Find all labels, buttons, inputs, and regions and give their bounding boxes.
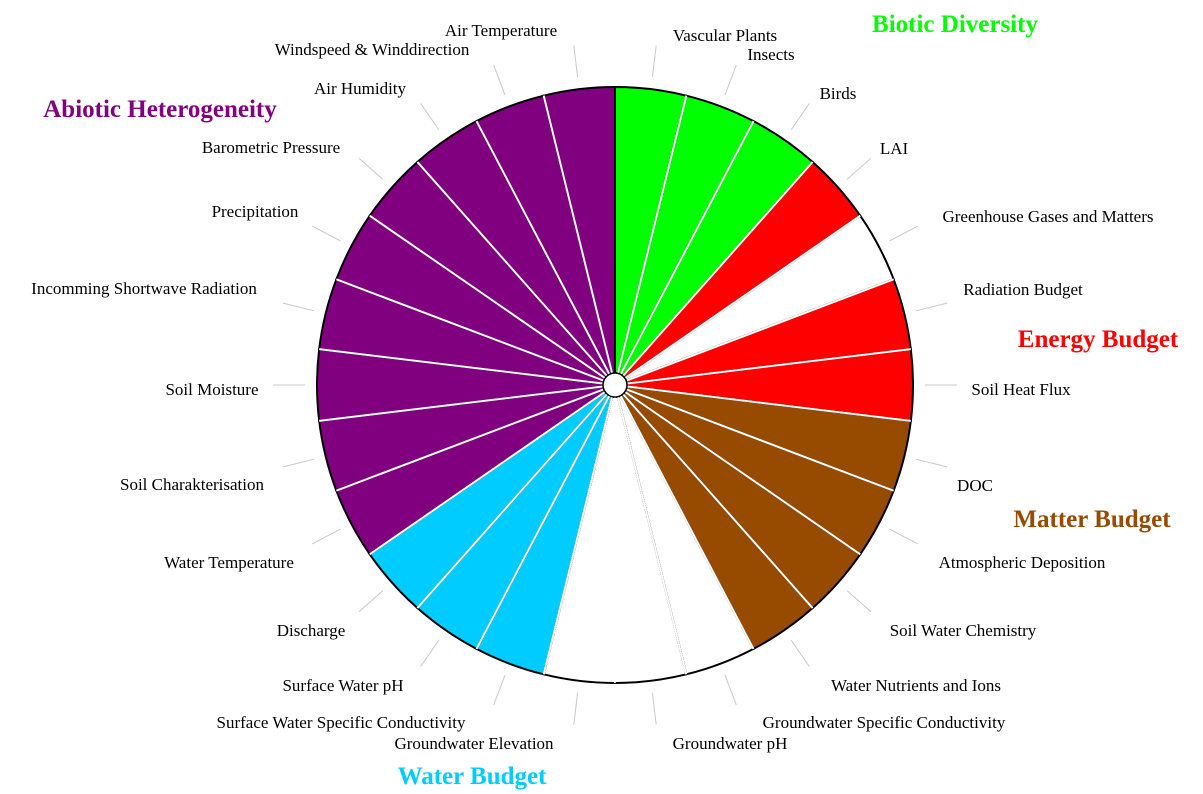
leader-line-precipitation (311, 225, 341, 242)
leader-line-air-temperature (573, 45, 579, 78)
slice-label-doc: DOC (957, 476, 993, 495)
leader-line-incomming-shortwave-radiation (282, 302, 315, 312)
leader-line-discharge (358, 590, 384, 613)
leader-line-insects (724, 65, 737, 96)
slice-separator (622, 161, 814, 377)
slice-label-air-temperature: Air Temperature (445, 21, 557, 40)
slice-separator (336, 278, 605, 382)
slice-label-incomming-shortwave-radiation: Incomming Shortwave Radiation (31, 279, 257, 298)
slice-separator (616, 396, 688, 675)
slice-label-soil-heat-flux: Soil Heat Flux (971, 380, 1071, 399)
slice-label-groundwater-specific-conductivity: Groundwater Specific Conductivity (763, 713, 1006, 732)
slice-label-water-temperature: Water Temperature (164, 553, 294, 572)
slice-label-groundwater-elevation: Groundwater Elevation (394, 734, 554, 753)
label-leader-lines (273, 45, 957, 725)
leader-line-windspeed-and-winddirection (493, 65, 506, 96)
leader-line-surface-water-specific-conductivity (493, 674, 506, 705)
slice-separator (369, 214, 606, 380)
slice-label-surface-water-specific-conductivity: Surface Water Specific Conductivity (217, 713, 466, 732)
slice-separator (336, 388, 605, 492)
leader-line-water-nutrients-and-ions (790, 639, 810, 667)
slice-label-atmospheric-deposition: Atmospheric Deposition (939, 553, 1106, 572)
group-label-water-budget: Water Budget (398, 763, 548, 790)
leader-line-surface-water-ph (420, 639, 440, 667)
leader-line-greenhouse-gases-and-matters (889, 225, 919, 242)
slice-separator (619, 120, 755, 375)
slice-separator (624, 214, 861, 380)
slice-separator (624, 390, 861, 556)
group-label-energy-budget: Energy Budget (1018, 326, 1179, 353)
slice-label-soil-moisture: Soil Moisture (165, 380, 258, 399)
slice-label-air-humidity: Air Humidity (314, 79, 407, 98)
slice-separator (475, 395, 611, 650)
slice-label-radiation-budget: Radiation Budget (963, 280, 1083, 299)
leader-line-lai (846, 157, 872, 180)
slice-label-water-nutrients-and-ions: Water Nutrients and Ions (831, 676, 1001, 695)
slice-label-discharge: Discharge (277, 621, 346, 640)
slice-separator (542, 95, 614, 374)
leader-line-vascular-plants (651, 45, 657, 78)
slice-label-groundwater-ph: Groundwater pH (673, 734, 788, 753)
slice-label-barometric-pressure: Barometric Pressure (202, 138, 340, 157)
group-label-matter-budget: Matter Budget (1013, 506, 1171, 533)
slice-label-lai: LAI (880, 139, 909, 158)
slice-separator (542, 396, 614, 675)
slice-label-soil-water-chemistry: Soil Water Chemistry (890, 621, 1037, 640)
slice-separator (369, 390, 606, 556)
slice-label-vascular-plants: Vascular Plants (673, 26, 777, 45)
slice-label-soil-charakterisation: Soil Charakterisation (120, 475, 265, 494)
leader-line-groundwater-elevation (573, 692, 579, 725)
slice-separator (616, 95, 688, 374)
slice-label-precipitation: Precipitation (212, 202, 299, 221)
slice-separator (319, 385, 604, 422)
leader-line-barometric-pressure (358, 157, 384, 180)
slice-label-greenhouse-gases-and-matters: Greenhouse Gases and Matters (942, 207, 1153, 226)
slice-label-birds: Birds (820, 84, 857, 103)
slice-separator (475, 120, 611, 375)
center-hole (602, 372, 628, 398)
leader-line-doc (915, 458, 948, 468)
slice-label-insects: Insects (747, 45, 794, 64)
leader-line-groundwater-ph (651, 692, 657, 725)
leader-line-water-temperature (311, 528, 341, 545)
leader-line-radiation-budget (915, 302, 948, 312)
group-label-biotic-diversity: Biotic Diversity (872, 11, 1038, 38)
slice-separator (619, 395, 755, 650)
leader-line-groundwater-specific-conductivity (724, 674, 737, 705)
slice-separator (622, 393, 814, 609)
leader-line-birds (790, 103, 810, 131)
slice-separator (626, 348, 911, 385)
slice-separator (626, 385, 911, 422)
leader-line-atmospheric-deposition (889, 528, 919, 545)
pie-slices (316, 85, 914, 685)
group-label-abiotic-heterogeneity: Abiotic Heterogeneity (43, 96, 277, 123)
slice-separator (625, 278, 894, 382)
leader-line-air-humidity (420, 103, 440, 131)
slice-separator (625, 388, 894, 492)
slice-separator (416, 393, 608, 609)
slice-label-surface-water-ph: Surface Water pH (282, 676, 403, 695)
leader-line-soil-water-chemistry (846, 590, 872, 613)
leader-line-soil-charakterisation (282, 458, 315, 468)
slice-label-windspeed-and-winddirection: Windspeed & Winddirection (275, 40, 470, 59)
slice-separator (319, 348, 604, 385)
slice-separator (416, 161, 608, 377)
